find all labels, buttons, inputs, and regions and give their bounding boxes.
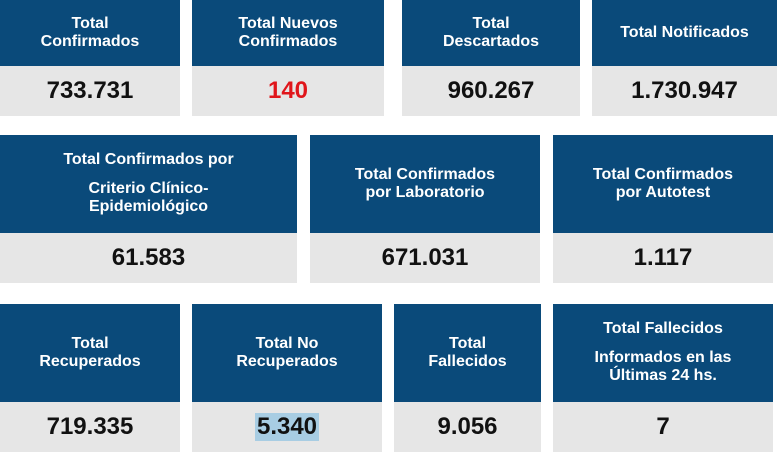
card-title-line: Últimas 24 hs. <box>609 367 717 385</box>
card-title-line: Total Fallecidos <box>603 320 723 338</box>
card-header: Total No Recuperados <box>192 304 382 402</box>
card-title-line: Confirmados <box>40 33 140 50</box>
card-header: Total Confirmados por Autotest <box>553 135 773 233</box>
card-title-line: Total Nuevos <box>238 14 338 32</box>
card-title-line: Recuperados <box>39 353 141 370</box>
card-title-line: Fallecidos <box>428 353 507 370</box>
card-header: Total Fallecidos <box>394 304 541 402</box>
card-header: Total Notificados <box>592 0 777 66</box>
card-title-line: Recuperados <box>236 353 338 370</box>
card-value: 1.730.947 <box>592 66 777 116</box>
card-value: 5.340 <box>192 402 382 452</box>
card-title-line: Criterio Clínico- <box>88 179 209 197</box>
card-header: Total Confirmados por Criterio Clínico- … <box>0 135 297 233</box>
card-value: 7 <box>553 402 773 452</box>
card-value: 719.335 <box>0 402 180 452</box>
card-title-line: Total <box>71 14 109 32</box>
card-total-notificados: Total Notificados 1.730.947 <box>592 0 777 116</box>
card-title-line: Total Notificados <box>620 23 749 41</box>
card-value: 1.117 <box>553 233 773 283</box>
card-title-line: Total No <box>255 334 319 352</box>
card-value: 733.731 <box>0 66 180 116</box>
card-total-descartados: Total Descartados 960.267 <box>402 0 580 116</box>
card-header: Total Descartados <box>402 0 580 66</box>
card-value: 140 <box>192 66 384 116</box>
card-title-line: Total <box>71 334 109 352</box>
card-total-confirmados: Total Confirmados 733.731 <box>0 0 180 116</box>
card-header: Total Nuevos Confirmados <box>192 0 384 66</box>
card-fallecidos-ultimas-24hs: Total Fallecidos Informados en las Últim… <box>553 304 773 452</box>
card-title-line: Epidemiológico <box>88 198 209 216</box>
card-title-line: Informados en las <box>594 348 732 366</box>
card-title-line: Descartados <box>442 33 540 50</box>
card-value: 9.056 <box>394 402 541 452</box>
card-header: Total Fallecidos Informados en las Últim… <box>553 304 773 402</box>
highlighted-value: 5.340 <box>254 413 320 441</box>
card-title-line: por Autotest <box>615 184 711 201</box>
card-title-line: por Laboratorio <box>365 184 485 201</box>
card-total-no-recuperados: Total No Recuperados 5.340 <box>192 304 382 452</box>
card-value: 960.267 <box>402 66 580 116</box>
card-header: Total Confirmados por Laboratorio <box>310 135 540 233</box>
card-value: 671.031 <box>310 233 540 283</box>
card-title-line: Total <box>472 14 510 32</box>
card-title-line: Total Confirmados <box>354 165 496 183</box>
card-header: Total Recuperados <box>0 304 180 402</box>
card-value: 61.583 <box>0 233 297 283</box>
card-confirmados-laboratorio: Total Confirmados por Laboratorio 671.03… <box>310 135 540 283</box>
card-title-line: Confirmados <box>238 33 338 50</box>
card-confirmados-autotest: Total Confirmados por Autotest 1.117 <box>553 135 773 283</box>
card-title-line: Total Confirmados por <box>63 151 234 169</box>
card-total-nuevos-confirmados: Total Nuevos Confirmados 140 <box>192 0 384 116</box>
card-total-fallecidos: Total Fallecidos 9.056 <box>394 304 541 452</box>
card-confirmados-criterio-clinico: Total Confirmados por Criterio Clínico- … <box>0 135 297 283</box>
card-header: Total Confirmados <box>0 0 180 66</box>
card-title-line: Total Confirmados <box>592 165 734 183</box>
card-total-recuperados: Total Recuperados 719.335 <box>0 304 180 452</box>
card-title-line: Total <box>448 334 487 352</box>
